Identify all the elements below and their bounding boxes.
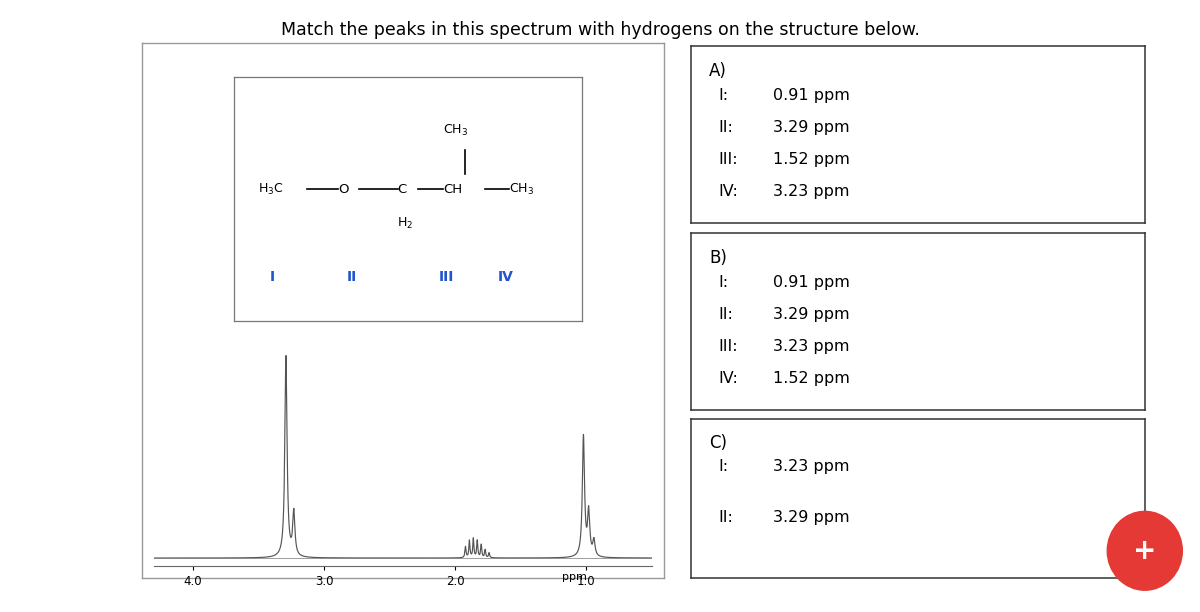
Text: 3.29 ppm: 3.29 ppm	[773, 307, 850, 322]
Text: I: I	[270, 271, 275, 284]
Text: IV:: IV:	[719, 371, 738, 386]
Text: H$_3$C: H$_3$C	[258, 182, 284, 196]
Text: IV:: IV:	[719, 184, 738, 199]
Text: II:: II:	[719, 307, 733, 322]
Text: 3.29 ppm: 3.29 ppm	[773, 510, 850, 525]
Text: C): C)	[709, 433, 727, 452]
Text: A): A)	[709, 62, 727, 80]
Text: 0.91 ppm: 0.91 ppm	[773, 275, 850, 289]
Text: IV: IV	[498, 271, 514, 284]
Text: Match the peaks in this spectrum with hydrogens on the structure below.: Match the peaks in this spectrum with hy…	[281, 21, 919, 39]
Text: I:: I:	[719, 88, 728, 103]
Text: O: O	[338, 182, 349, 196]
Text: 1.52 ppm: 1.52 ppm	[773, 371, 850, 386]
Text: CH$_3$: CH$_3$	[509, 182, 534, 196]
Text: II:: II:	[719, 510, 733, 525]
Text: I:: I:	[719, 275, 728, 289]
Text: CH$_3$: CH$_3$	[443, 123, 468, 138]
Text: 3.23 ppm: 3.23 ppm	[773, 338, 850, 354]
Text: CH: CH	[443, 182, 462, 196]
Text: II:: II:	[719, 120, 733, 135]
Text: B): B)	[709, 248, 727, 267]
Text: 3.29 ppm: 3.29 ppm	[773, 120, 850, 135]
Text: ppm: ppm	[563, 572, 587, 582]
Circle shape	[1108, 512, 1182, 590]
Text: 1.52 ppm: 1.52 ppm	[773, 152, 850, 167]
Text: I:: I:	[719, 460, 728, 474]
Text: III:: III:	[719, 152, 738, 167]
Text: C: C	[397, 182, 406, 196]
Text: II: II	[347, 271, 358, 284]
Text: H$_2$: H$_2$	[397, 216, 413, 231]
Text: 0.91 ppm: 0.91 ppm	[773, 88, 850, 103]
Text: III: III	[438, 271, 454, 284]
Text: III:: III:	[719, 338, 738, 354]
Text: +: +	[1133, 537, 1157, 565]
Text: 3.23 ppm: 3.23 ppm	[773, 184, 850, 199]
Text: 3.23 ppm: 3.23 ppm	[773, 460, 850, 474]
